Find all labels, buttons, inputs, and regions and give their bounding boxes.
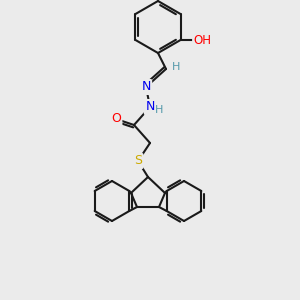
Text: H: H xyxy=(172,62,180,72)
Text: N: N xyxy=(141,80,151,94)
Text: N: N xyxy=(145,100,155,113)
Text: H: H xyxy=(155,105,163,115)
Text: OH: OH xyxy=(194,34,211,46)
Text: S: S xyxy=(134,154,142,167)
Text: O: O xyxy=(111,112,121,125)
